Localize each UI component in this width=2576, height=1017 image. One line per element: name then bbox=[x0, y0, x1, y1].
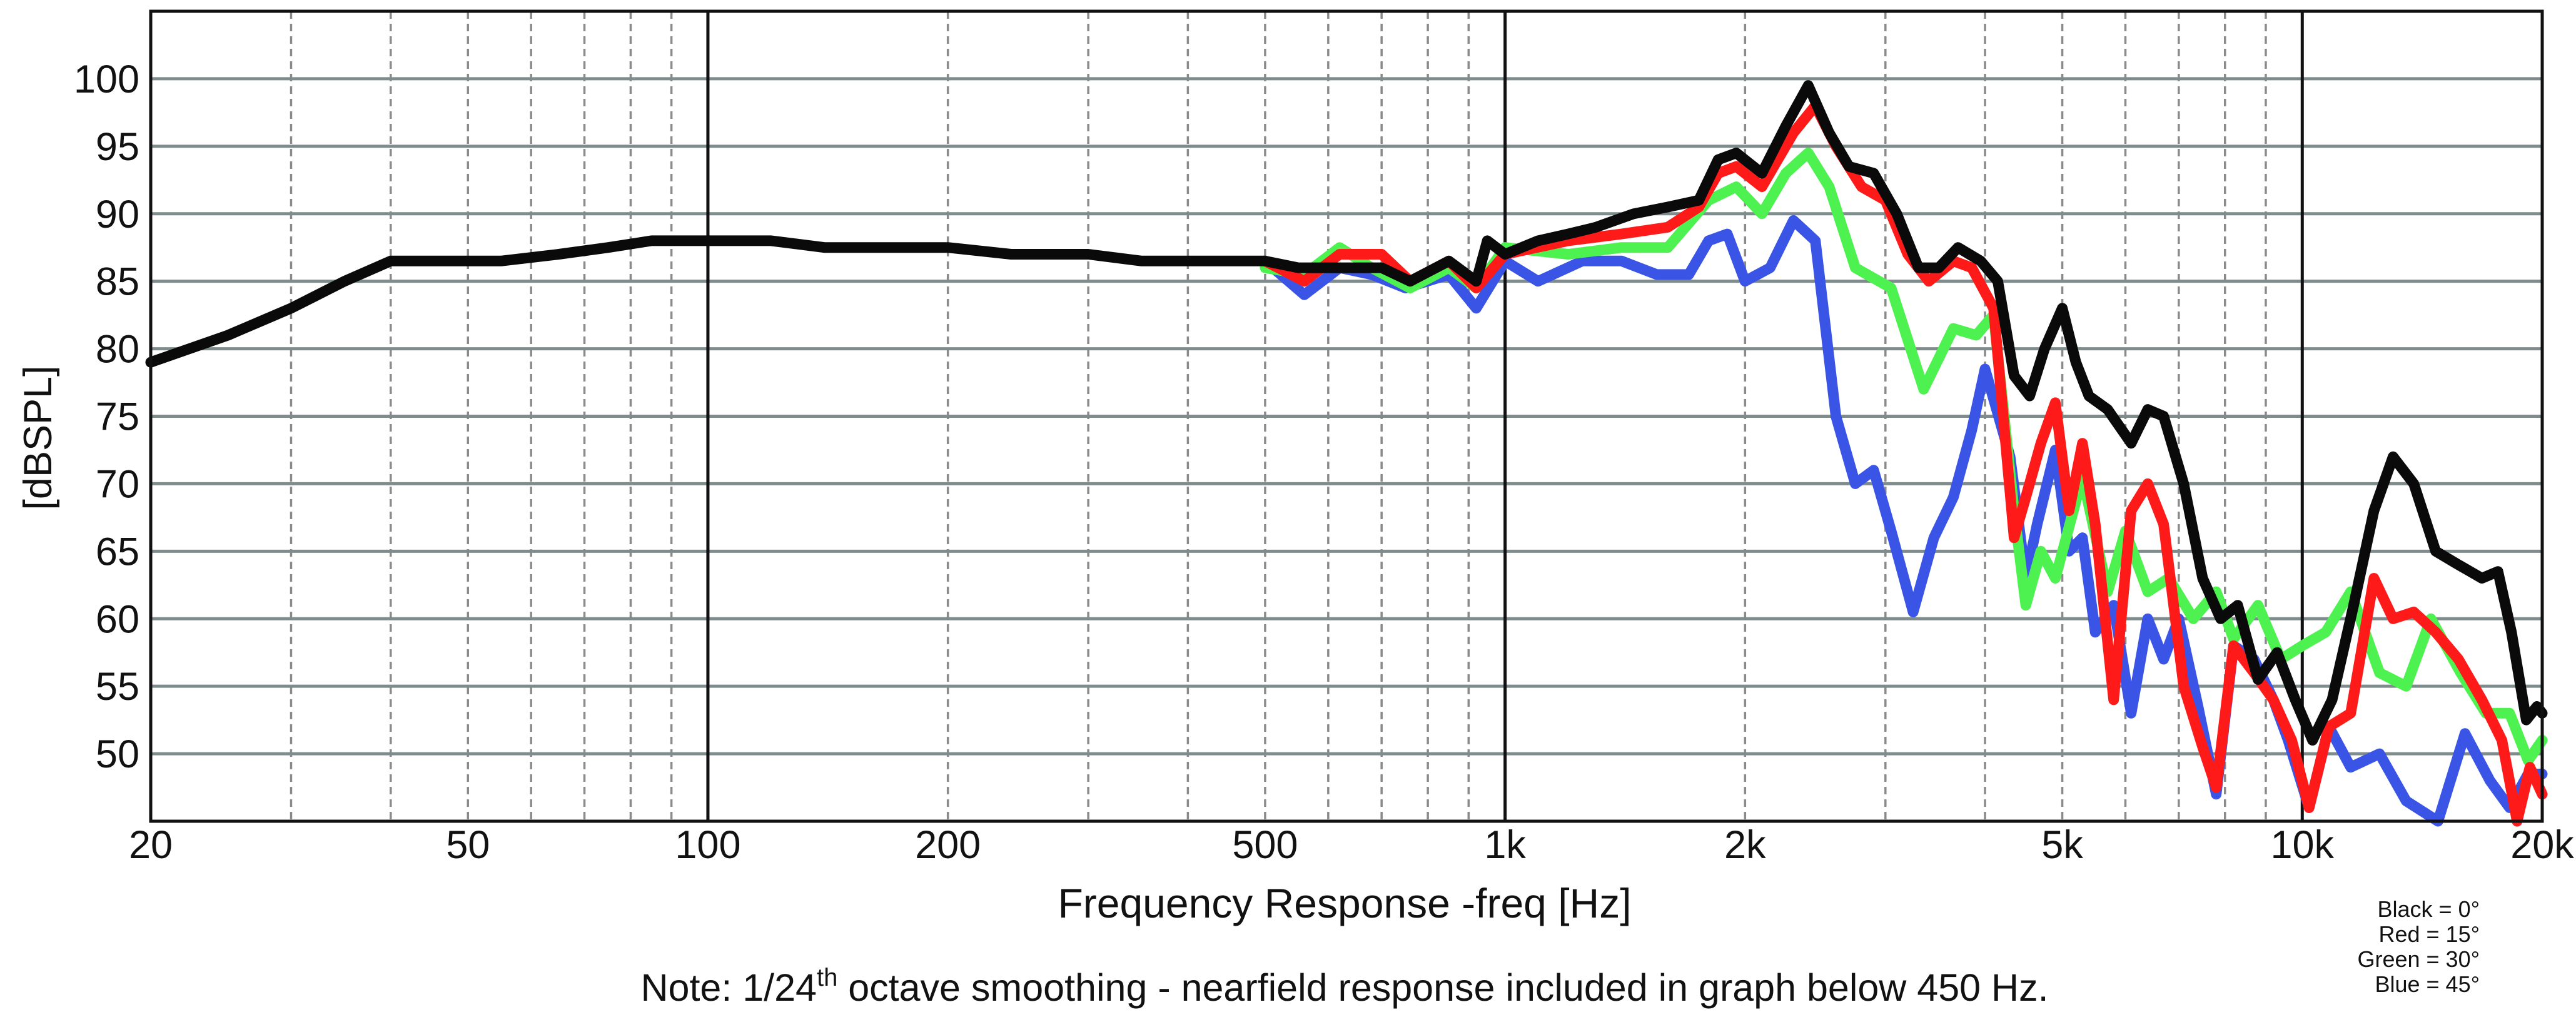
series-line-2 bbox=[1260, 100, 2548, 827]
x-tick-label: 200 bbox=[915, 823, 981, 867]
x-tick-label: 20 bbox=[129, 823, 173, 867]
x-tick-label: 2k bbox=[1724, 823, 1766, 867]
note-text-before: Note: 1/24 bbox=[640, 966, 816, 1009]
x-tick-label: 500 bbox=[1232, 823, 1298, 867]
y-tick-label: 55 bbox=[96, 665, 139, 709]
y-tick-label: 75 bbox=[96, 395, 139, 439]
y-tick-label: 90 bbox=[96, 193, 139, 236]
y-tick-label: 95 bbox=[96, 125, 139, 169]
y-tick-label: 100 bbox=[74, 58, 139, 101]
x-tick-label: 50 bbox=[446, 823, 490, 867]
legend-entry-green: Green = 30° bbox=[2357, 946, 2480, 972]
legend-entry-red: Red = 15° bbox=[2378, 921, 2480, 947]
legend: Black = 0° Red = 15° Green = 30° Blue = … bbox=[2357, 896, 2480, 997]
x-axis-label: Frequency Response -freq [Hz] bbox=[1058, 880, 1631, 926]
x-tick-label: 5k bbox=[2041, 823, 2083, 867]
y-axis-label: [dBSPL] bbox=[16, 365, 60, 510]
y-tick-label: 80 bbox=[96, 328, 139, 372]
smoothing-note: Note: 1/24th octave smoothing - nearfiel… bbox=[640, 964, 2048, 1009]
y-tick-label: 65 bbox=[96, 530, 139, 574]
y-tick-label: 70 bbox=[96, 462, 139, 506]
x-tick-label: 1k bbox=[1484, 823, 1526, 867]
legend-entry-blue: Blue = 45° bbox=[2375, 971, 2480, 997]
y-tick-labels: 50 55 60 65 70 75 80 85 90 95 100 bbox=[74, 58, 139, 776]
note-superscript: th bbox=[817, 964, 837, 991]
note-text-after: octave smoothing - nearfield response in… bbox=[837, 966, 2048, 1009]
x-tick-label: 20k bbox=[2510, 823, 2574, 867]
series-lines bbox=[145, 80, 2548, 827]
series-line-3 bbox=[145, 80, 2548, 746]
y-tick-label: 85 bbox=[96, 260, 139, 304]
x-tick-labels: 20 50 100 200 500 1k 2k 5k 10k 20k bbox=[129, 823, 2574, 867]
legend-entry-black: Black = 0° bbox=[2378, 896, 2480, 922]
plot-frame bbox=[149, 9, 2544, 823]
y-tick-label: 60 bbox=[96, 597, 139, 641]
x-tick-label: 10k bbox=[2270, 823, 2334, 867]
y-tick-label: 50 bbox=[96, 732, 139, 776]
x-tick-label: 100 bbox=[675, 823, 740, 867]
